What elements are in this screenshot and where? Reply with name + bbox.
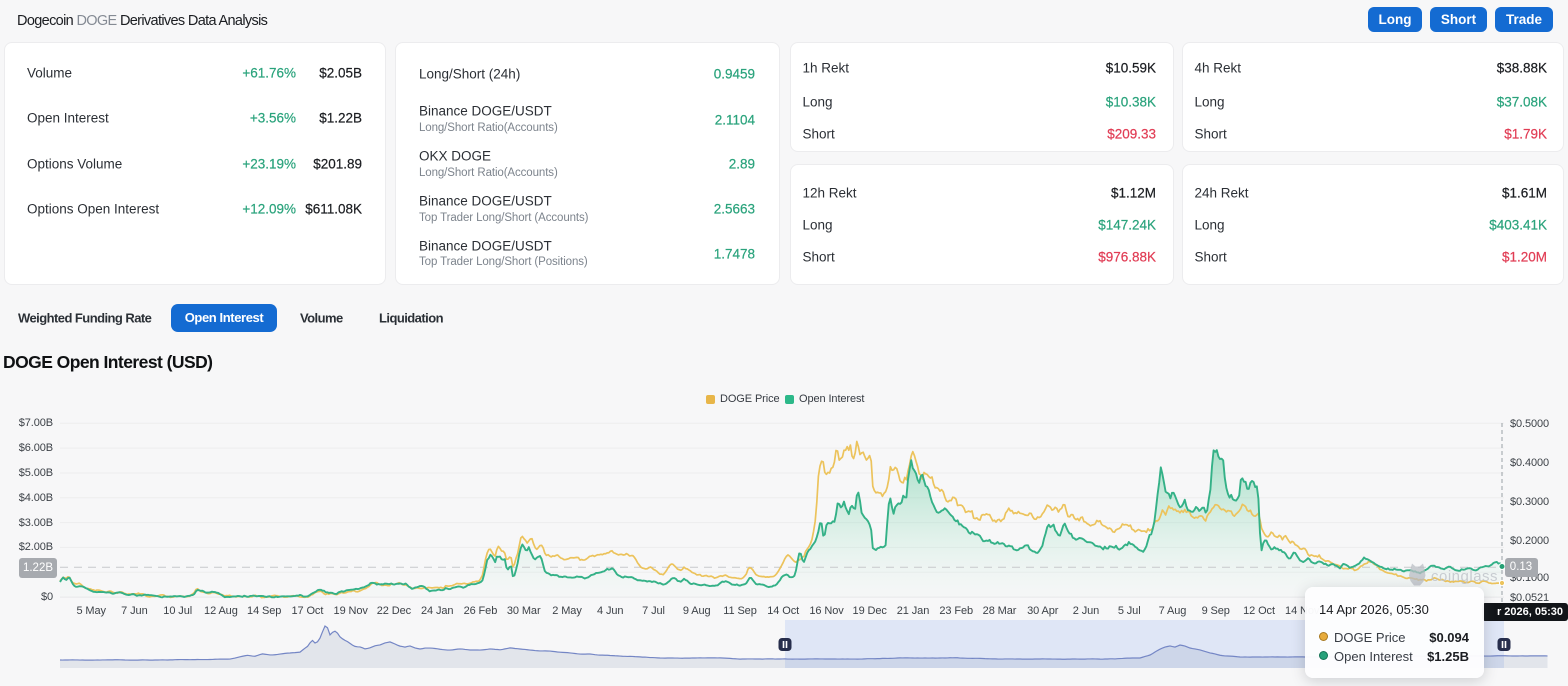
svg-text:coinglass: coinglass <box>1431 568 1498 585</box>
